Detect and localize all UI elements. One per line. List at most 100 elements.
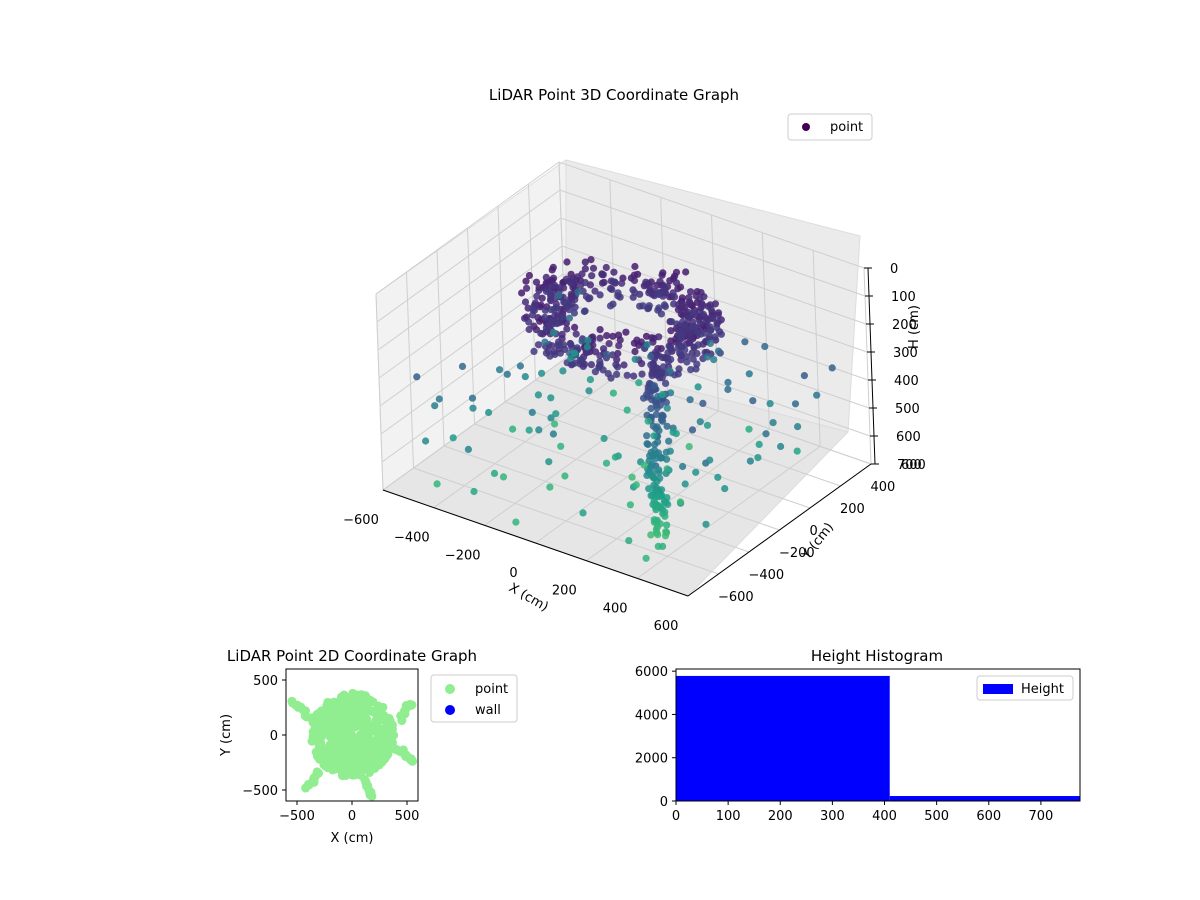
- point-3d: [431, 402, 439, 410]
- x-tick-label: −500: [279, 809, 315, 824]
- point-3d: [667, 389, 675, 397]
- point-3d: [556, 341, 564, 349]
- x-tick-label: −600: [343, 513, 379, 528]
- point-3d: [661, 285, 669, 293]
- point-3d: [714, 347, 723, 355]
- grid-line: [609, 179, 618, 376]
- point-3d: [578, 270, 586, 278]
- point-3d: [573, 344, 581, 352]
- point-3d: [721, 485, 729, 493]
- histogram-title: Height Histogram: [811, 647, 943, 665]
- point-3d: [755, 440, 763, 448]
- point-3d: [647, 404, 655, 413]
- point-3d: [546, 483, 554, 491]
- point-3d: [631, 355, 639, 363]
- point-2d: [353, 712, 363, 722]
- point-3d: [581, 307, 589, 315]
- point-2d: [329, 721, 339, 731]
- legend-2d-point-label: point: [475, 682, 508, 697]
- point-3d: [654, 438, 662, 446]
- point-3d: [596, 358, 604, 366]
- point-3d: [600, 434, 608, 443]
- point-2d: [379, 711, 389, 721]
- point-3d: [702, 520, 710, 528]
- x-tick-label: 300: [820, 809, 845, 824]
- point-3d: [528, 311, 537, 319]
- point-3d: [702, 317, 710, 325]
- legend-2d-wall-label: wall: [475, 703, 501, 718]
- z-tick-label: 300: [893, 346, 918, 361]
- point-3d: [632, 481, 640, 489]
- points-2d: [287, 688, 418, 801]
- z-tick-label: 600: [896, 430, 921, 445]
- point-2d: [346, 691, 356, 701]
- point-2d: [407, 700, 417, 710]
- point-2d: [346, 715, 356, 725]
- point-3d: [791, 400, 800, 408]
- point-3d: [464, 445, 472, 453]
- point-3d: [615, 342, 623, 350]
- legend-3d-marker: [802, 123, 810, 131]
- point-3d: [547, 394, 555, 402]
- point-3d: [766, 400, 774, 408]
- point-3d: [706, 323, 714, 331]
- point-3d: [622, 328, 630, 336]
- point-3d: [643, 341, 651, 349]
- point-3d: [745, 425, 753, 433]
- point-3d: [686, 396, 694, 404]
- point-3d: [648, 334, 656, 342]
- point-2d: [361, 694, 371, 704]
- plot-3d-title: LiDAR Point 3D Coordinate Graph: [489, 86, 739, 104]
- point-3d: [568, 300, 576, 308]
- y-tick-label: 600: [901, 458, 926, 473]
- point-3d: [699, 301, 707, 310]
- point-3d: [630, 271, 638, 279]
- x-tick-label: −200: [445, 548, 481, 563]
- point-3d: [534, 341, 543, 349]
- grid-line: [375, 161, 865, 295]
- point-3d: [647, 352, 655, 361]
- z-tick-label: 700: [897, 458, 922, 473]
- point-3d: [654, 531, 662, 539]
- point-3d: [558, 330, 566, 338]
- legend-3d: point: [787, 113, 873, 141]
- point-3d: [696, 295, 704, 303]
- point-2d: [342, 705, 352, 715]
- plot-2d: LiDAR Point 2D Coordinate Graph −500 0 500…: [219, 647, 518, 846]
- point-3d: [694, 328, 702, 337]
- x-tick-label: 600: [976, 809, 1001, 824]
- point-3d: [651, 502, 659, 510]
- grid-line: [375, 293, 384, 491]
- point-3d: [652, 450, 660, 458]
- point-2d: [314, 753, 324, 763]
- ticks-histogram: 0 100 200 300 400 500 600 700 0 2000 4000 6000: [635, 665, 1053, 824]
- point-3d: [644, 417, 652, 425]
- point-3d: [678, 318, 687, 326]
- point-3d: [541, 306, 549, 314]
- point-3d: [581, 258, 589, 266]
- point-3d: [670, 300, 678, 308]
- legend-histogram: Height: [976, 675, 1074, 701]
- point-3d: [666, 367, 674, 375]
- point-3d: [547, 414, 555, 422]
- point-3d: [563, 325, 571, 333]
- point-3d: [603, 350, 611, 358]
- point-3d: [608, 285, 616, 293]
- point-3d: [688, 426, 697, 434]
- point-3d: [724, 378, 732, 386]
- point-3d: [602, 459, 611, 467]
- point-2d: [343, 764, 353, 774]
- point-2d: [374, 760, 384, 770]
- x-tick-label: 200: [552, 584, 577, 599]
- point-3d: [696, 320, 704, 328]
- point-3d: [661, 512, 669, 520]
- point-3d: [654, 365, 662, 373]
- grid-line: [497, 205, 506, 403]
- x-tick-label: 0: [672, 809, 680, 824]
- point-3d: [640, 461, 648, 469]
- point-3d: [707, 305, 715, 313]
- point-3d: [541, 313, 549, 321]
- point-3d: [631, 262, 639, 271]
- point-3d: [661, 532, 670, 540]
